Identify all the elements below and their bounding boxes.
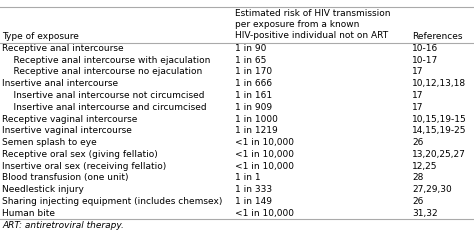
Text: 1 in 1: 1 in 1 xyxy=(235,173,260,182)
Text: Sharing injecting equipment (includes chemsex): Sharing injecting equipment (includes ch… xyxy=(2,197,223,206)
Text: Human bite: Human bite xyxy=(2,209,55,218)
Text: Receptive oral sex (giving fellatio): Receptive oral sex (giving fellatio) xyxy=(2,150,158,159)
Text: 17: 17 xyxy=(412,68,424,76)
Text: Blood transfusion (one unit): Blood transfusion (one unit) xyxy=(2,173,129,182)
Text: 17: 17 xyxy=(412,91,424,100)
Text: <1 in 10,000: <1 in 10,000 xyxy=(235,162,293,171)
Text: 1 in 161: 1 in 161 xyxy=(235,91,272,100)
Text: Receptive anal intercourse: Receptive anal intercourse xyxy=(2,44,124,53)
Text: <1 in 10,000: <1 in 10,000 xyxy=(235,138,293,147)
Text: <1 in 10,000: <1 in 10,000 xyxy=(235,150,293,159)
Text: 31,32: 31,32 xyxy=(412,209,438,218)
Text: 10,12,13,18: 10,12,13,18 xyxy=(412,79,466,88)
Text: 28: 28 xyxy=(412,173,424,182)
Text: 1 in 666: 1 in 666 xyxy=(235,79,272,88)
Text: 1 in 1000: 1 in 1000 xyxy=(235,114,277,123)
Text: Needlestick injury: Needlestick injury xyxy=(2,185,84,194)
Text: Receptive anal intercourse no ejaculation: Receptive anal intercourse no ejaculatio… xyxy=(2,68,202,76)
Text: Receptive anal intercourse with ejaculation: Receptive anal intercourse with ejaculat… xyxy=(2,56,211,65)
Text: 13,20,25,27: 13,20,25,27 xyxy=(412,150,466,159)
Text: 10-16: 10-16 xyxy=(412,44,438,53)
Text: References: References xyxy=(412,32,463,41)
Text: 26: 26 xyxy=(412,138,424,147)
Text: Insertive vaginal intercourse: Insertive vaginal intercourse xyxy=(2,126,132,135)
Text: 10-17: 10-17 xyxy=(412,56,438,65)
Text: 26: 26 xyxy=(412,197,424,206)
Text: Receptive vaginal intercourse: Receptive vaginal intercourse xyxy=(2,114,138,123)
Text: per exposure from a known: per exposure from a known xyxy=(235,20,359,29)
Text: Insertive anal intercourse and circumcised: Insertive anal intercourse and circumcis… xyxy=(2,103,207,112)
Text: 1 in 149: 1 in 149 xyxy=(235,197,272,206)
Text: 17: 17 xyxy=(412,103,424,112)
Text: 1 in 909: 1 in 909 xyxy=(235,103,272,112)
Text: 14,15,19-25: 14,15,19-25 xyxy=(412,126,467,135)
Text: Estimated risk of HIV transmission: Estimated risk of HIV transmission xyxy=(235,9,390,18)
Text: 27,29,30: 27,29,30 xyxy=(412,185,452,194)
Text: 1 in 65: 1 in 65 xyxy=(235,56,266,65)
Text: Insertive anal intercourse not circumcised: Insertive anal intercourse not circumcis… xyxy=(2,91,205,100)
Text: 1 in 1219: 1 in 1219 xyxy=(235,126,277,135)
Text: ART: antiretroviral therapy.: ART: antiretroviral therapy. xyxy=(2,221,124,230)
Text: Insertive oral sex (receiving fellatio): Insertive oral sex (receiving fellatio) xyxy=(2,162,167,171)
Text: 12,25: 12,25 xyxy=(412,162,438,171)
Text: 1 in 333: 1 in 333 xyxy=(235,185,272,194)
Text: Semen splash to eye: Semen splash to eye xyxy=(2,138,97,147)
Text: Insertive anal intercourse: Insertive anal intercourse xyxy=(2,79,118,88)
Text: <1 in 10,000: <1 in 10,000 xyxy=(235,209,293,218)
Text: 1 in 90: 1 in 90 xyxy=(235,44,266,53)
Text: Type of exposure: Type of exposure xyxy=(2,32,79,41)
Text: 1 in 170: 1 in 170 xyxy=(235,68,272,76)
Text: 10,15,19-15: 10,15,19-15 xyxy=(412,114,467,123)
Text: HIV-positive individual not on ART: HIV-positive individual not on ART xyxy=(235,31,388,40)
